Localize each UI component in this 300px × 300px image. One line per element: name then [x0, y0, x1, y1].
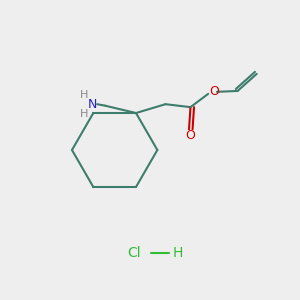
Text: H: H — [80, 90, 89, 100]
Text: H: H — [80, 109, 89, 118]
Text: N: N — [88, 98, 98, 111]
Text: Cl: Cl — [127, 246, 141, 260]
Text: O: O — [210, 85, 220, 98]
Text: O: O — [185, 129, 195, 142]
Text: H: H — [173, 246, 183, 260]
